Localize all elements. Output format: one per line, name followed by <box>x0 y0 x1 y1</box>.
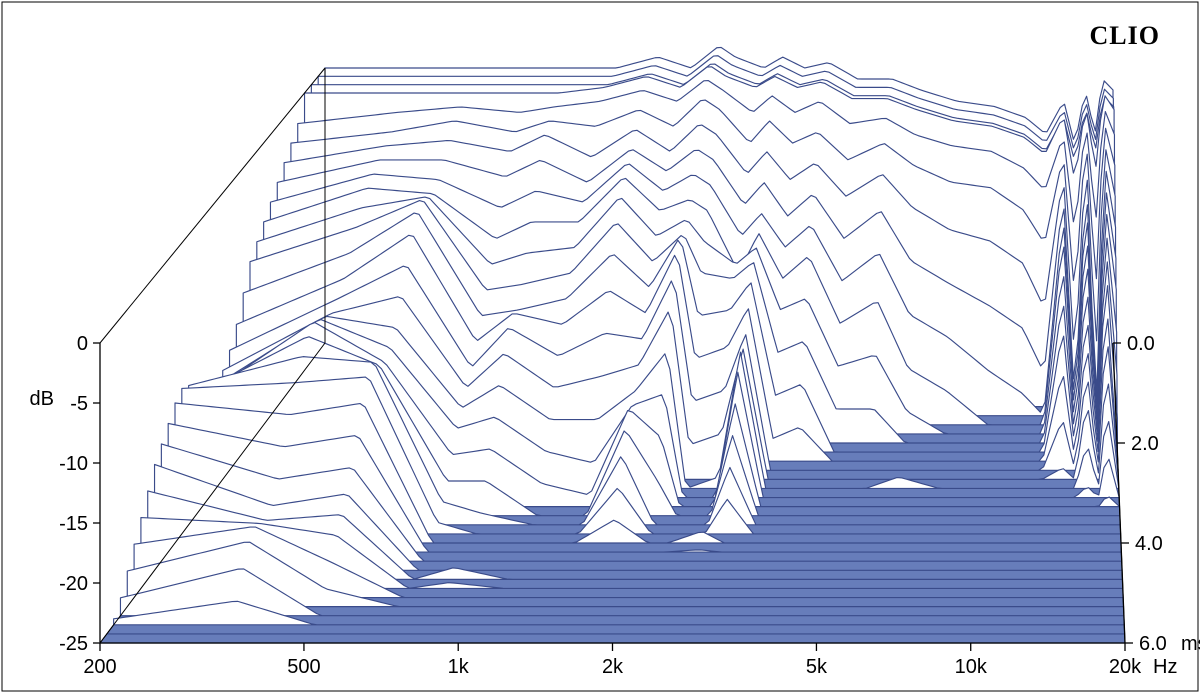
db-tick: 0 <box>77 333 88 355</box>
db-tick: -5 <box>70 393 88 415</box>
hz-tick: 10k <box>955 656 988 678</box>
db-axis-label: dB <box>30 388 54 410</box>
ms-tick: 2.0 <box>1131 433 1159 455</box>
hz-tick: 2k <box>602 656 624 678</box>
ms-tick: 0.0 <box>1127 333 1155 355</box>
csd-waterfall-chart: 0 -5 -10 -15 -20 -25 dB 0.0 2.0 4.0 6.0 ms 200 500 1k 2… <box>0 0 1200 693</box>
db-tick: -15 <box>59 513 88 535</box>
db-tick: -10 <box>59 453 88 475</box>
hz-tick: 500 <box>287 656 320 678</box>
hz-tick: 200 <box>83 656 116 678</box>
db-tick: -25 <box>59 633 88 655</box>
db-tick: -20 <box>59 573 88 595</box>
hz-axis-label: Hz <box>1153 656 1177 678</box>
ms-tick: 4.0 <box>1135 533 1163 555</box>
hz-tick: 5k <box>806 656 828 678</box>
ms-axis-label: ms <box>1181 633 1200 655</box>
hz-tick: 20k <box>1109 656 1142 678</box>
ms-tick: 6.0 <box>1139 633 1167 655</box>
hz-tick: 1k <box>448 656 470 678</box>
brand-logo: CLIO <box>1090 21 1160 50</box>
